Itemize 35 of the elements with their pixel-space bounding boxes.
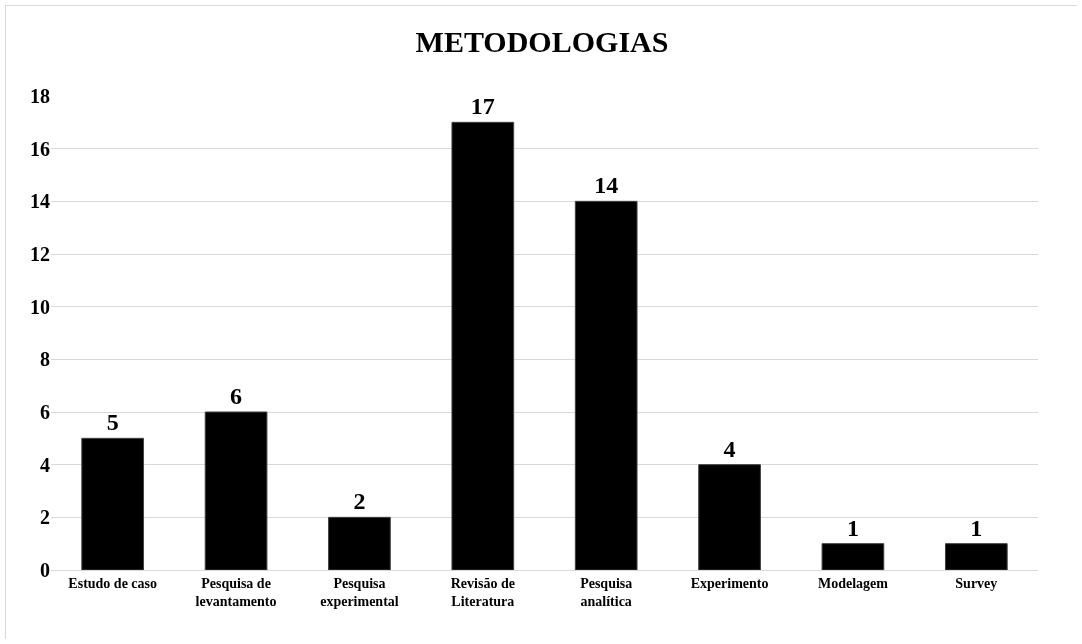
data-label: 6 [230, 383, 243, 409]
data-label: 5 [106, 409, 119, 436]
data-label: 4 [723, 435, 736, 462]
data-label: 17 [470, 93, 495, 120]
x-tick-label: Modelagem [817, 575, 889, 591]
y-tick-label: 8 [40, 348, 50, 371]
bar [328, 516, 391, 570]
x-tick-label: Pesquisa experimental [320, 575, 399, 609]
x-tick-label: Experimento [690, 575, 769, 591]
bar [821, 543, 885, 570]
x-tick-label: Survey [955, 575, 998, 591]
y-tick-label: 16 [30, 137, 50, 160]
bar [451, 121, 515, 570]
y-tick-label: 12 [30, 243, 50, 265]
bar [81, 437, 145, 570]
data-label: 1 [970, 514, 983, 541]
x-tick-label: Pesquisa analítica [580, 575, 633, 609]
bar [944, 543, 1008, 570]
x-tick-label: Estudo de caso [68, 575, 158, 591]
x-tick-label: Pesquisa de levantamento [195, 575, 277, 609]
y-tick-label: 10 [30, 295, 50, 318]
y-tick-label: 14 [30, 190, 50, 213]
y-tick-label: 4 [40, 453, 50, 476]
data-label: 14 [594, 172, 619, 199]
bar [204, 411, 268, 570]
bar [698, 464, 761, 570]
bar [574, 200, 638, 570]
data-label: 2 [353, 488, 366, 515]
x-tick-label: Revisão de Literatura [450, 575, 515, 609]
data-label: 1 [846, 514, 859, 541]
y-tick-label: 18 [30, 85, 50, 107]
y-tick-label: 0 [40, 559, 50, 581]
y-tick-label: 2 [40, 506, 50, 529]
chart-title: METODOLOGIAS [415, 25, 669, 59]
y-tick-label: 6 [40, 401, 50, 423]
